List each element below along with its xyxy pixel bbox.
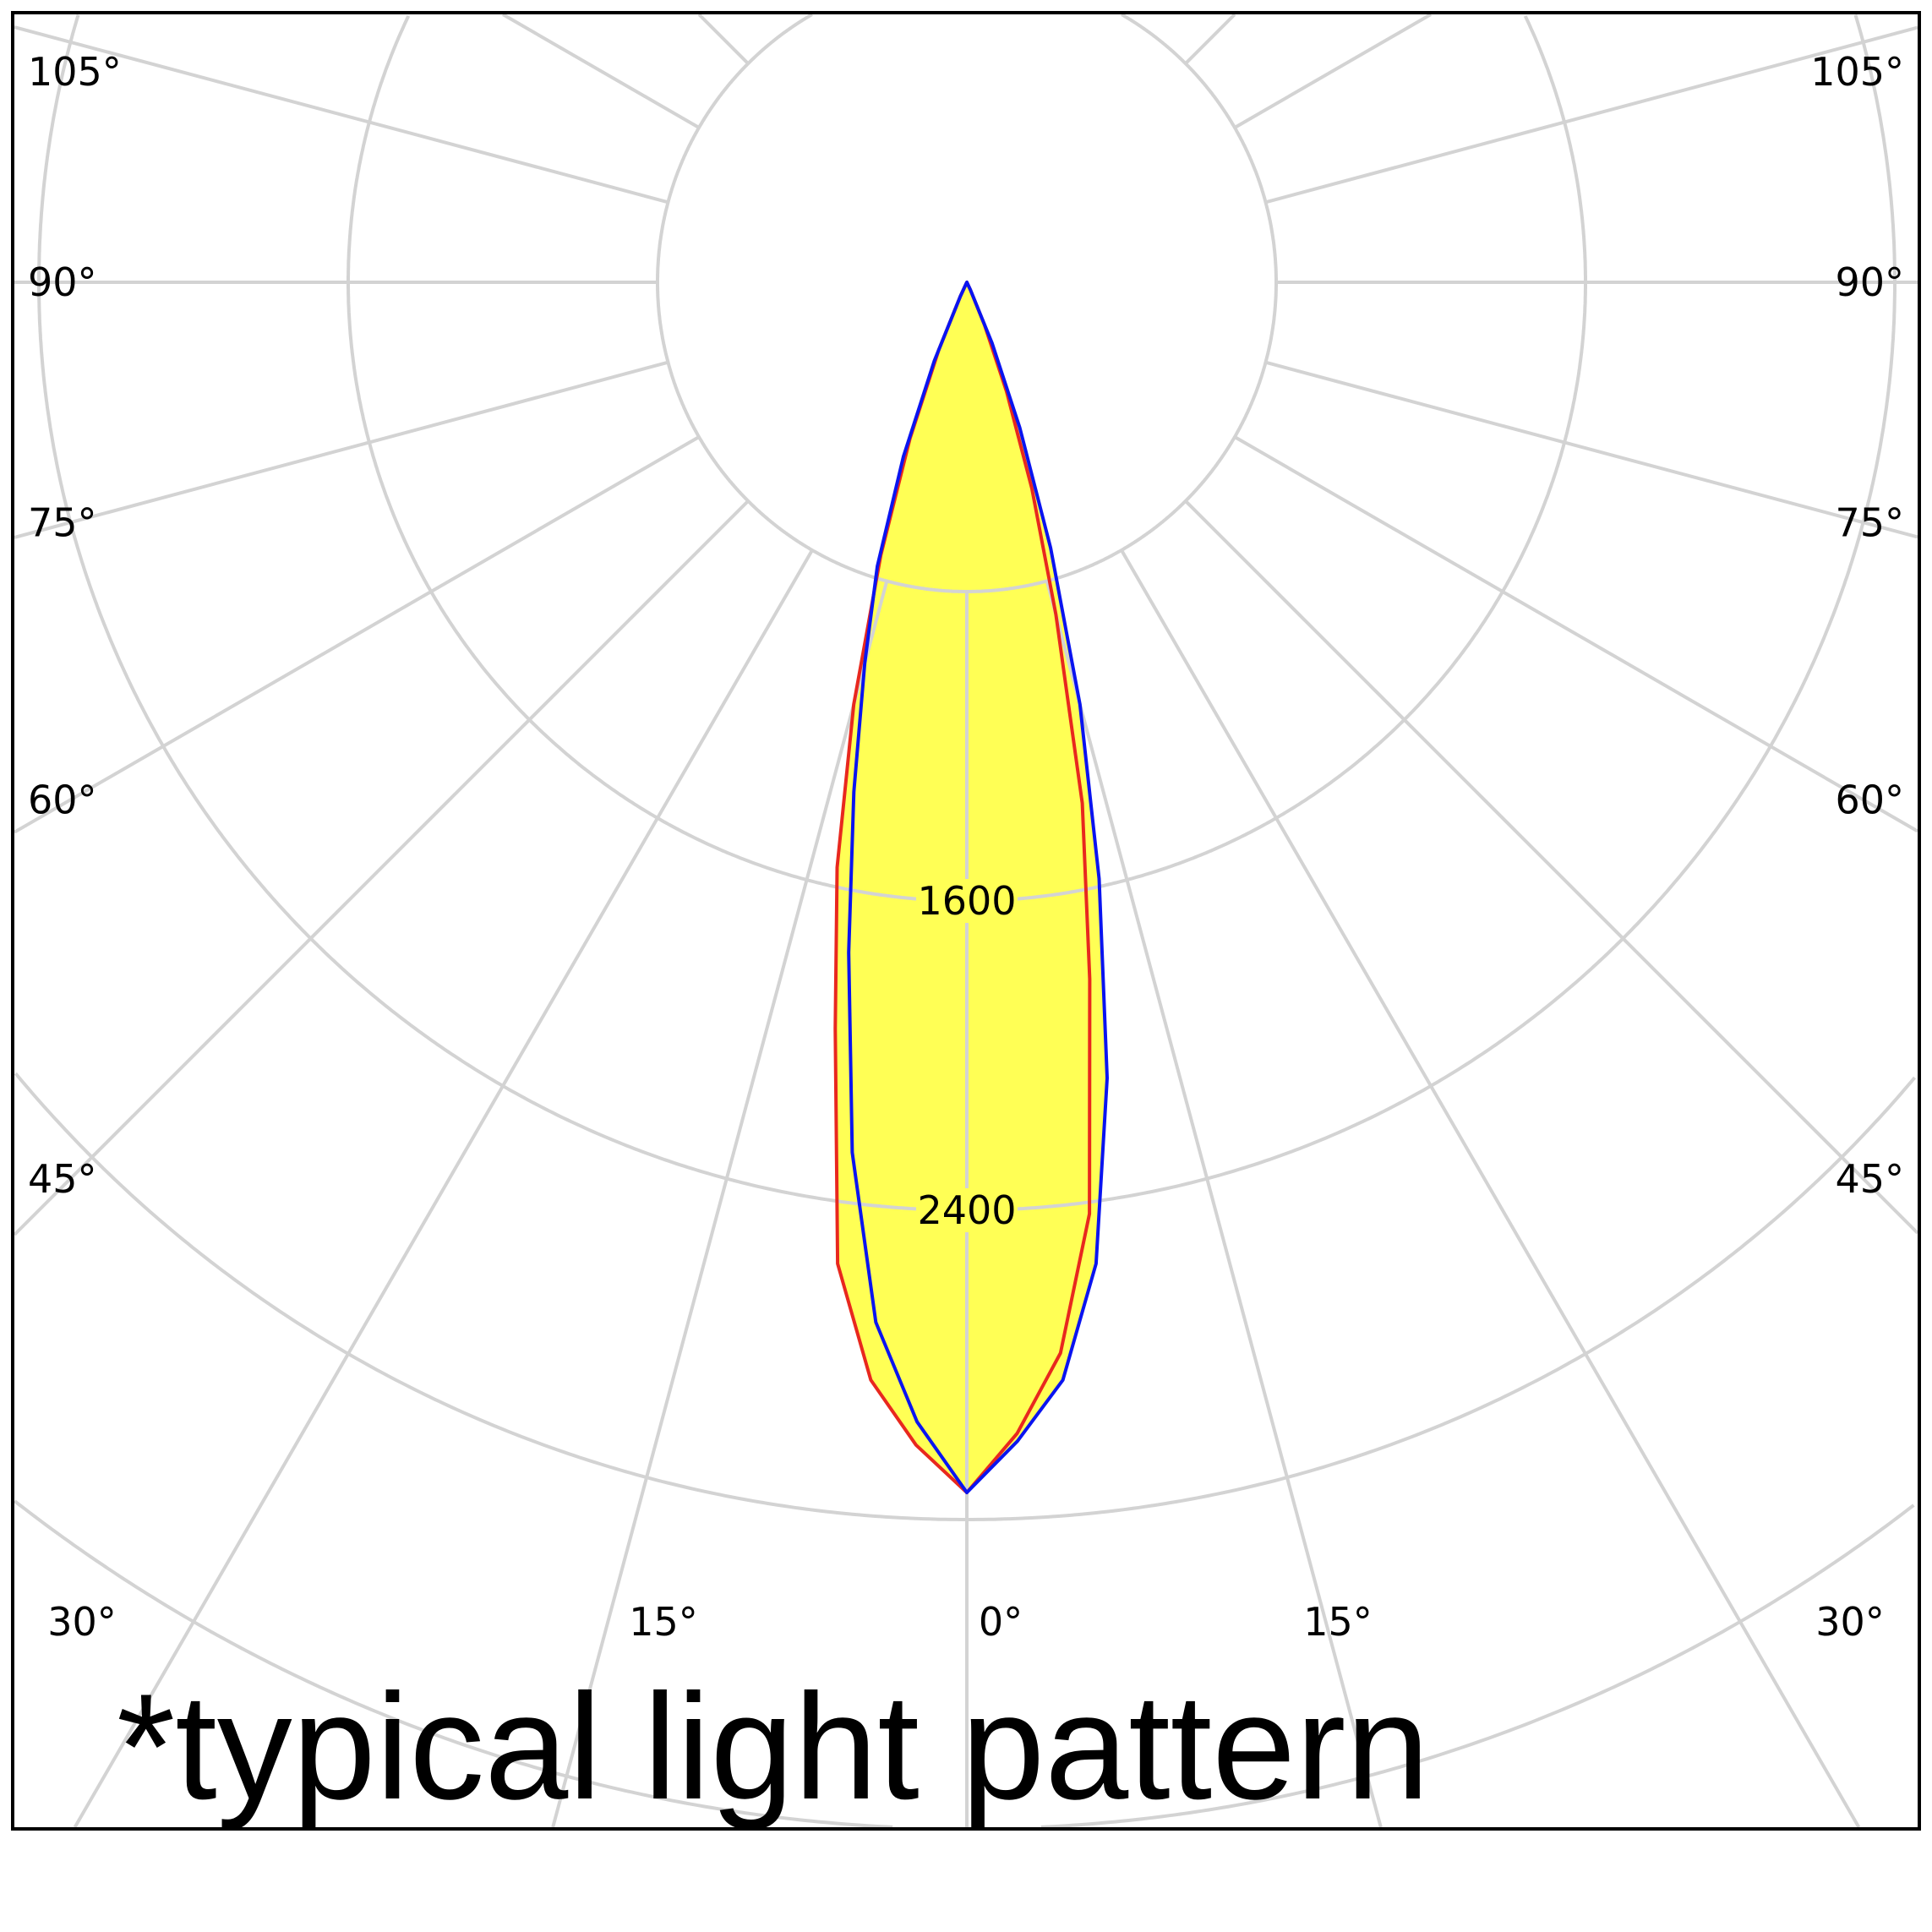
grid-spoke-135 [1184,13,1236,65]
angle-label-left-90: 90° [28,259,97,305]
intensity-curve-1 [847,281,1109,1494]
angle-label-bottom-3: 15° [1303,1599,1373,1645]
angle-label-bottom-4: 30° [1815,1599,1885,1645]
grid-spoke-15 [1045,581,1383,1828]
radial-label-2400: 2400 [917,1187,1016,1233]
grid-ring-2400 [37,14,1897,1212]
angle-label-left-105: 105° [28,49,122,95]
grid-spoke-345 [551,581,889,1828]
chart-title: *typical light pattern [117,1662,1429,1831]
angle-label-left-45: 45° [28,1156,97,1202]
grid-spoke-240 [501,13,701,129]
radial-label-bg [916,879,1018,923]
grid-spoke-315 [13,499,750,1236]
grid-spoke-330 [73,548,814,1828]
grid-spoke-300 [14,435,701,834]
grid-spoke-255 [14,25,669,205]
radial-label-bg [916,1188,1018,1232]
plot-frame [11,11,1921,1831]
grid-spoke-105 [1265,25,1918,205]
radial-label-1600: 1600 [917,878,1016,924]
angle-label-right-60: 60° [1835,778,1904,823]
angle-label-bottom-0: 30° [47,1599,117,1645]
grid-spoke-60 [1233,435,1919,833]
grid-ring-4000 [14,1499,1915,1829]
grid-spoke-225 [697,13,750,65]
grid-spoke-120 [1233,13,1433,129]
grid-spoke-45 [1184,499,1919,1235]
angle-label-right-105: 105° [1810,49,1904,95]
angle-label-right-90: 90° [1835,259,1904,305]
grid-ring-800 [656,13,1278,593]
grid-spoke-285 [14,360,669,539]
angle-label-left-75: 75° [28,499,97,545]
grid-ring-3200 [14,1072,1917,1521]
grid-ring-1600 [347,15,1587,903]
grid-spoke-30 [1120,548,1861,1828]
angle-label-bottom-2: 0° [979,1599,1023,1645]
angle-label-right-75: 75° [1835,499,1904,545]
grid-spoke-75 [1265,360,1918,539]
angle-label-bottom-1: 15° [629,1599,698,1645]
angle-label-right-45: 45° [1835,1156,1904,1202]
angle-label-left-60: 60° [28,778,97,823]
